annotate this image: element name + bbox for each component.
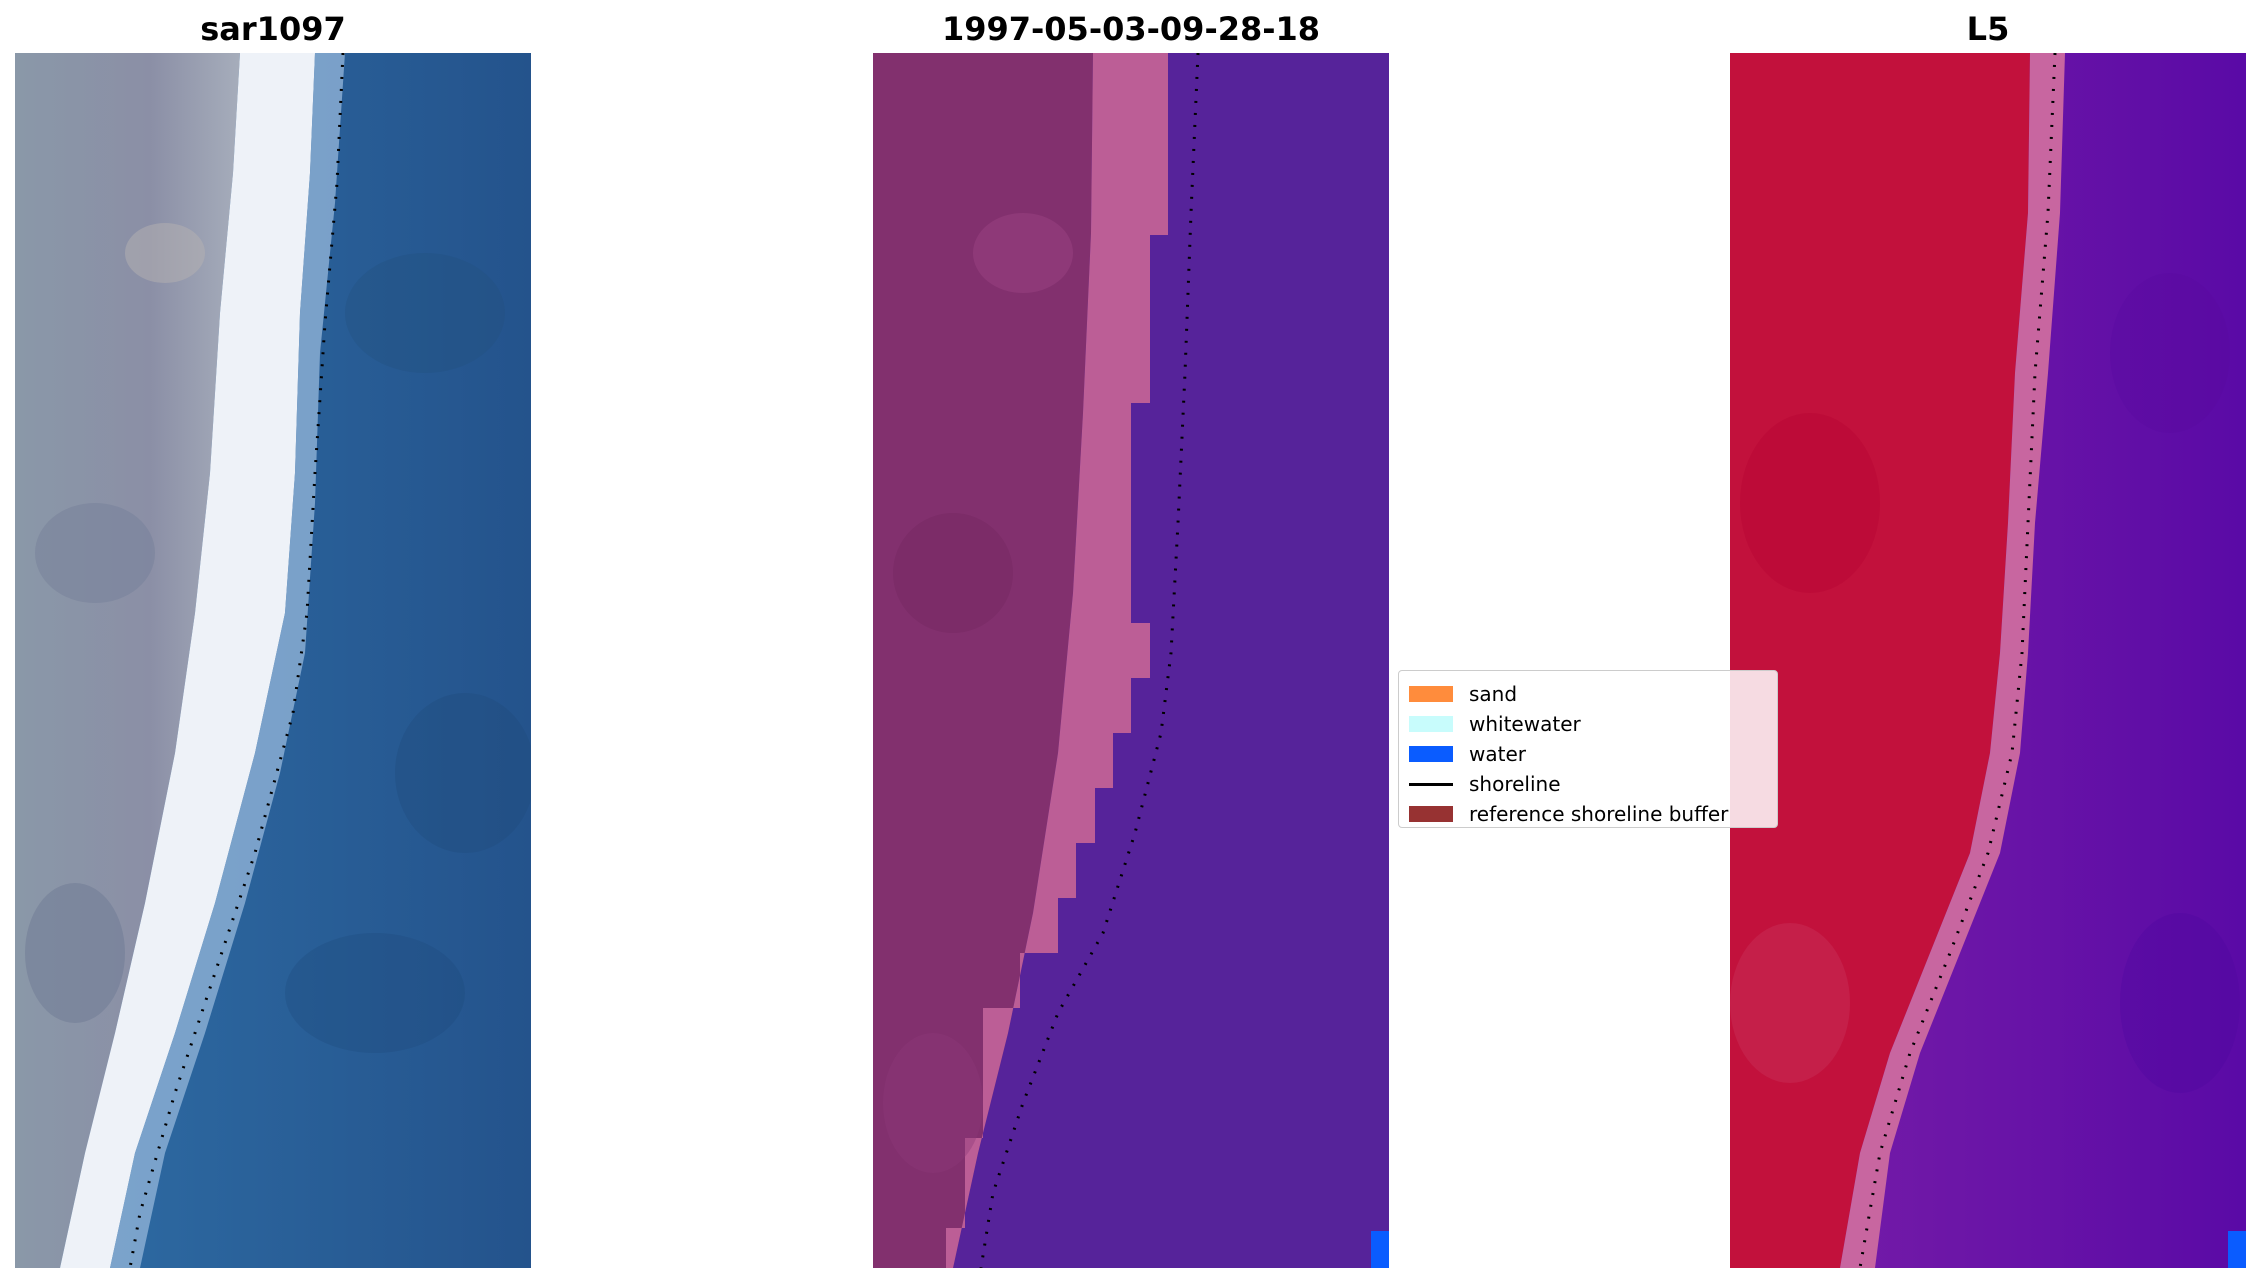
legend-item-water: water: [1409, 739, 1767, 769]
legend-swatch-whitewater: [1409, 716, 1453, 732]
legend-line-shoreline: [1409, 782, 1453, 786]
legend-item-whitewater: whitewater: [1409, 709, 1767, 739]
legend-label: water: [1469, 742, 1526, 766]
shoreline: [979, 53, 1200, 1268]
classified-image-panel: [873, 53, 1389, 1268]
ndwi-image-panel: [1730, 53, 2246, 1268]
legend-item-shoreline: shoreline: [1409, 769, 1767, 799]
legend-swatch-water: [1409, 746, 1453, 762]
legend-swatch-sand: [1409, 686, 1453, 702]
legend-item-sand: sand: [1409, 679, 1767, 709]
legend-label: whitewater: [1469, 712, 1581, 736]
legend-label: reference shoreline buffer: [1469, 802, 1729, 826]
legend: sand whitewater water shoreline referenc…: [1398, 670, 1778, 828]
panel-title-classified: 1997-05-03-09-28-18: [941, 10, 1321, 48]
rgb-image: [15, 53, 531, 1268]
panel-title-rgb: sar1097: [200, 10, 346, 48]
legend-label: sand: [1469, 682, 1518, 706]
classified-image: [873, 53, 1389, 1268]
legend-item-reference-buffer: reference shoreline buffer: [1409, 799, 1767, 827]
rgb-image-panel: [15, 53, 531, 1268]
ndwi-image: [1730, 53, 2246, 1268]
legend-label: shoreline: [1469, 772, 1561, 796]
legend-swatch-reference-buffer: [1409, 806, 1453, 822]
panel-title-ndwi: L5: [1966, 10, 2010, 48]
